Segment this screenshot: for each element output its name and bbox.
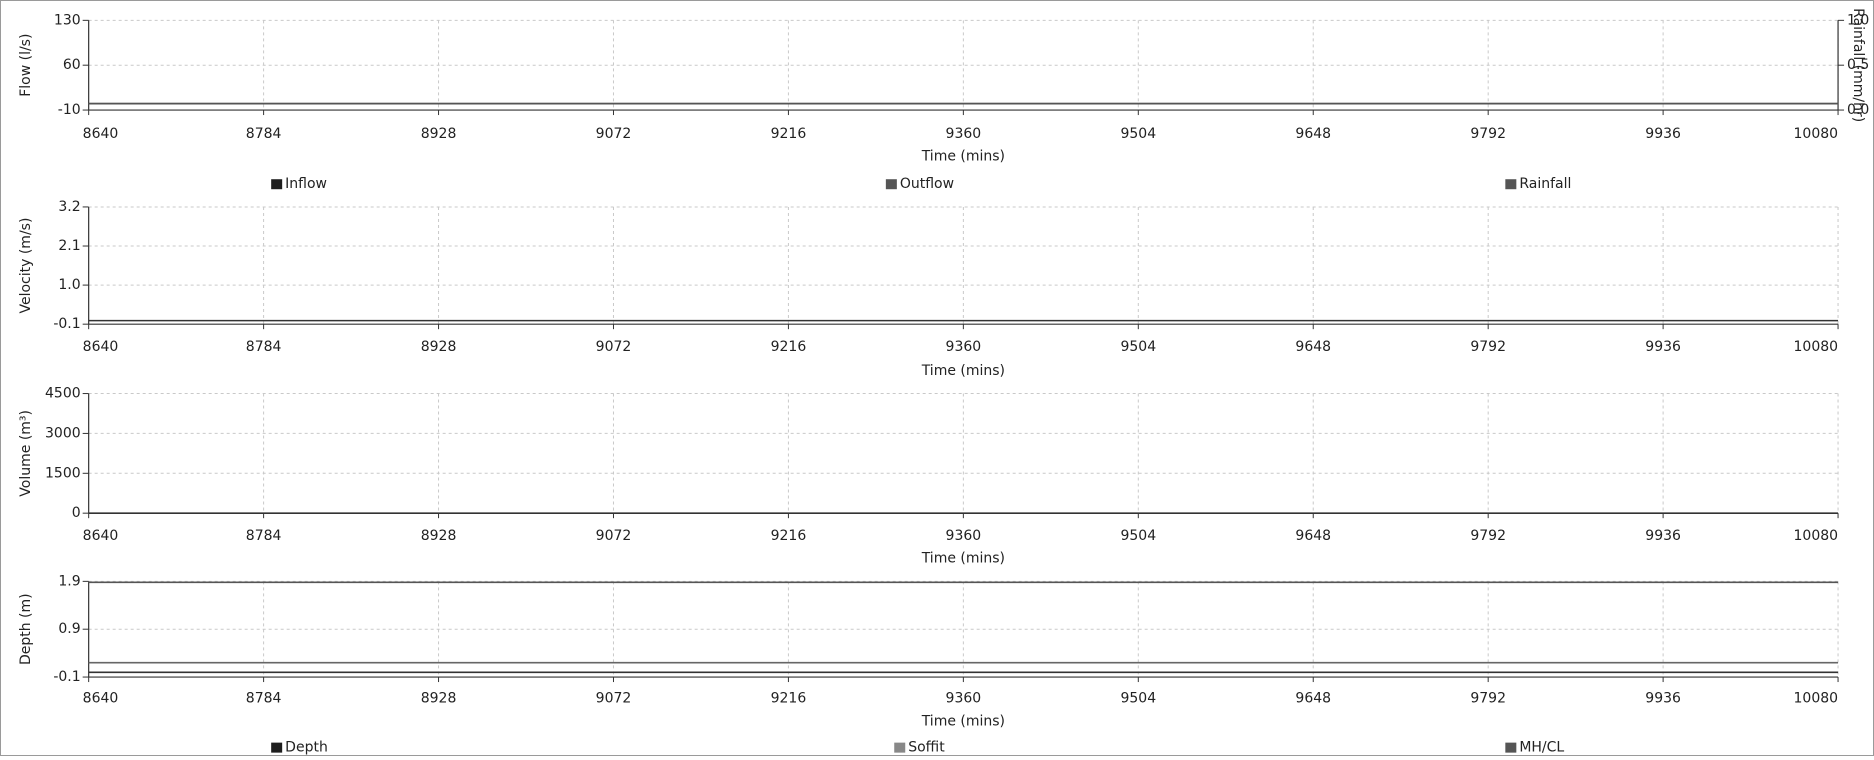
x-tick-label: 9504 xyxy=(1120,528,1156,544)
legend-swatch xyxy=(1505,179,1517,190)
legend-item-outflow[interactable]: Outflow xyxy=(885,176,954,192)
x-tick-label: 9936 xyxy=(1645,339,1681,355)
chart-panel-velocity: 8640 8784 8928 9072 9216 9360 9504 9648 9792 9936… xyxy=(18,199,1839,379)
y-tick-label: 3.2 xyxy=(58,199,80,215)
y-axis-title: Volume (m³) xyxy=(18,410,34,497)
legend-label: Outflow xyxy=(900,176,954,192)
x-tick-label: 9648 xyxy=(1295,691,1331,707)
x-tick-label: 8928 xyxy=(421,339,457,355)
x-tick-label: 9792 xyxy=(1470,528,1506,544)
x-tick-label: 9936 xyxy=(1645,691,1681,707)
x-tick-label: 9216 xyxy=(771,339,807,355)
y-tick-label: 4500 xyxy=(45,386,81,402)
legend-swatch xyxy=(271,179,283,190)
y-tick-label: 1500 xyxy=(45,465,81,481)
legend-label: Soffit xyxy=(908,740,945,756)
x-tick-label: 9360 xyxy=(946,528,982,544)
y-axis-title: Velocity (m/s) xyxy=(18,218,34,314)
chart-panel-volume: 8640 8784 8928 9072 9216 9360 9504 9648 9792 9936… xyxy=(18,386,1839,567)
legend-item-mh-cl[interactable]: MH/CL xyxy=(1505,740,1564,756)
x-axis-title: Time (mins) xyxy=(921,551,1005,567)
x-tick-label: 9504 xyxy=(1120,339,1156,355)
x-tick-label: 8640 xyxy=(83,691,119,707)
y2-tick-label: 0.5 xyxy=(1847,57,1869,73)
y-tick-label: 1.0 xyxy=(58,277,80,293)
x-tick-label: 9216 xyxy=(771,691,807,707)
legend-item-soffit[interactable]: Soffit xyxy=(894,740,945,756)
x-tick-label: 9648 xyxy=(1295,528,1331,544)
x-tick-label: 8928 xyxy=(421,691,457,707)
x-axis-title: Time (mins) xyxy=(921,149,1005,165)
legend-swatch xyxy=(894,742,906,753)
x-tick-label: 9792 xyxy=(1470,126,1506,142)
x-tick-label: 8928 xyxy=(421,528,457,544)
y2-tick-label: 0.0 xyxy=(1847,102,1869,118)
x-tick-label: 8784 xyxy=(246,339,282,355)
x-tick-label: 8640 xyxy=(83,339,119,355)
y-axis-title: Flow (l/s) xyxy=(18,34,34,97)
x-axis-title: Time (mins) xyxy=(921,363,1005,379)
y2-tick-label: 1.0 xyxy=(1847,12,1869,28)
x-tick-label: 8784 xyxy=(246,691,282,707)
y-tick-label: 1.9 xyxy=(58,573,80,589)
y-tick-label: 2.1 xyxy=(58,238,80,254)
y-tick-label: -0.1 xyxy=(53,316,80,332)
legend-label: Rainfall xyxy=(1519,176,1571,192)
x-tick-label: 9792 xyxy=(1470,339,1506,355)
chart-panel-flow: 8640 8784 8928 9072 9216 9360 9504 9648 9792 9936… xyxy=(18,8,1869,192)
legend-label: Inflow xyxy=(285,176,327,192)
legend-swatch xyxy=(271,742,283,753)
x-tick-label: 9648 xyxy=(1295,339,1331,355)
x-tick-label: 9360 xyxy=(946,126,982,142)
x-tick-label: 8640 xyxy=(83,126,119,142)
y-tick-label: -0.1 xyxy=(53,669,80,685)
x-tick-label: 9648 xyxy=(1295,126,1331,142)
x-tick-label: 9072 xyxy=(596,691,632,707)
x-tick-label: 8640 xyxy=(83,528,119,544)
x-tick-label: 8928 xyxy=(421,126,457,142)
y-tick-label: 0.9 xyxy=(58,621,80,637)
x-tick-label: 9504 xyxy=(1120,126,1156,142)
x-tick-label: 9072 xyxy=(596,528,632,544)
y-tick-label: 3000 xyxy=(45,425,81,441)
y-axis-title: Depth (m) xyxy=(18,593,34,665)
x-tick-label: 8784 xyxy=(246,126,282,142)
x-tick-label: 9216 xyxy=(771,126,807,142)
x-tick-label: 9936 xyxy=(1645,528,1681,544)
x-tick-label: 9072 xyxy=(596,126,632,142)
x-tick-label: 9792 xyxy=(1470,691,1506,707)
x-tick-label: 10080 xyxy=(1794,691,1839,707)
legend-label: Depth xyxy=(285,740,328,756)
chart-panel-depth: 8640 8784 8928 9072 9216 9360 9504 9648 9792 9936… xyxy=(18,573,1839,756)
x-tick-label: 10080 xyxy=(1794,528,1839,544)
legend-label: MH/CL xyxy=(1519,740,1564,756)
legend-item-rainfall[interactable]: Rainfall xyxy=(1505,176,1571,192)
legend-item-depth[interactable]: Depth xyxy=(271,740,328,756)
x-tick-label: 9360 xyxy=(946,339,982,355)
x-tick-label: 10080 xyxy=(1794,126,1839,142)
legend-swatch xyxy=(885,179,897,190)
x-tick-label: 9216 xyxy=(771,528,807,544)
y-tick-label: 60 xyxy=(63,57,81,73)
y-tick-label: 130 xyxy=(54,12,81,28)
y-tick-label: -10 xyxy=(58,102,81,118)
x-tick-label: 9936 xyxy=(1645,126,1681,142)
legend-item-inflow[interactable]: Inflow xyxy=(271,176,327,192)
x-axis-title: Time (mins) xyxy=(921,713,1005,729)
x-tick-label: 8784 xyxy=(246,528,282,544)
x-tick-label: 10080 xyxy=(1794,339,1839,355)
y-tick-label: 0 xyxy=(72,505,81,521)
legend-swatch xyxy=(1505,742,1517,753)
x-tick-label: 9360 xyxy=(946,691,982,707)
x-tick-label: 9072 xyxy=(596,339,632,355)
x-tick-label: 9504 xyxy=(1120,691,1156,707)
y2-axis-title: Rainfall (mm/hr) xyxy=(1850,8,1866,122)
